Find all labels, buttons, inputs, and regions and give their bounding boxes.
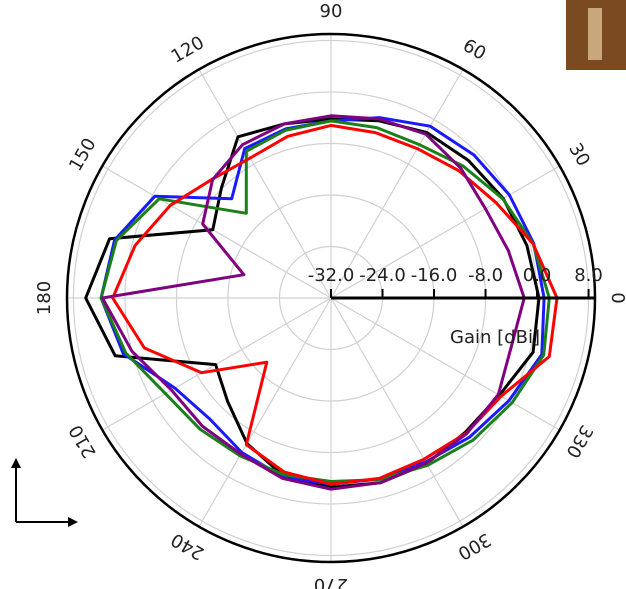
thumbnail-detail bbox=[588, 8, 602, 60]
r-tick-label: -24.0 bbox=[359, 265, 406, 286]
theta-tick-label: 300 bbox=[454, 528, 494, 563]
z-arrow-head bbox=[68, 517, 78, 527]
theta-tick-label: 180 bbox=[34, 281, 55, 315]
x-arrow-head bbox=[11, 458, 21, 468]
theta-tick-label: 90 bbox=[320, 1, 343, 22]
orientation-icon bbox=[11, 458, 78, 527]
r-tick-label: 0.0 bbox=[523, 265, 552, 286]
r-tick-label: -32.0 bbox=[308, 265, 355, 286]
grid-spoke bbox=[330, 69, 464, 299]
grid-spoke bbox=[198, 297, 332, 527]
theta-tick-label: 120 bbox=[168, 32, 208, 67]
r-tick-label: 8.0 bbox=[574, 265, 603, 286]
theta-tick-label: 270 bbox=[314, 574, 348, 589]
theta-tick-label: 150 bbox=[65, 135, 100, 175]
grid-spoke bbox=[330, 297, 560, 431]
theta-tick-label: 30 bbox=[564, 140, 594, 170]
r-tick-label: -8.0 bbox=[468, 265, 503, 286]
r-axis-label: Gain [dBi] bbox=[450, 327, 540, 348]
theta-tick-label: 330 bbox=[561, 421, 596, 461]
theta-tick-label: 210 bbox=[65, 421, 100, 461]
theta-tick-label: 0 bbox=[607, 292, 626, 303]
grid-spoke bbox=[102, 165, 332, 299]
grid-spoke bbox=[198, 69, 332, 299]
series-line bbox=[111, 123, 559, 486]
theta-tick-label: 60 bbox=[459, 35, 489, 65]
r-tick-label: -16.0 bbox=[411, 265, 458, 286]
grid-spoke bbox=[330, 297, 464, 527]
theta-tick-label: 240 bbox=[168, 528, 208, 563]
grid-spoke bbox=[330, 165, 560, 299]
series-line bbox=[100, 114, 526, 491]
